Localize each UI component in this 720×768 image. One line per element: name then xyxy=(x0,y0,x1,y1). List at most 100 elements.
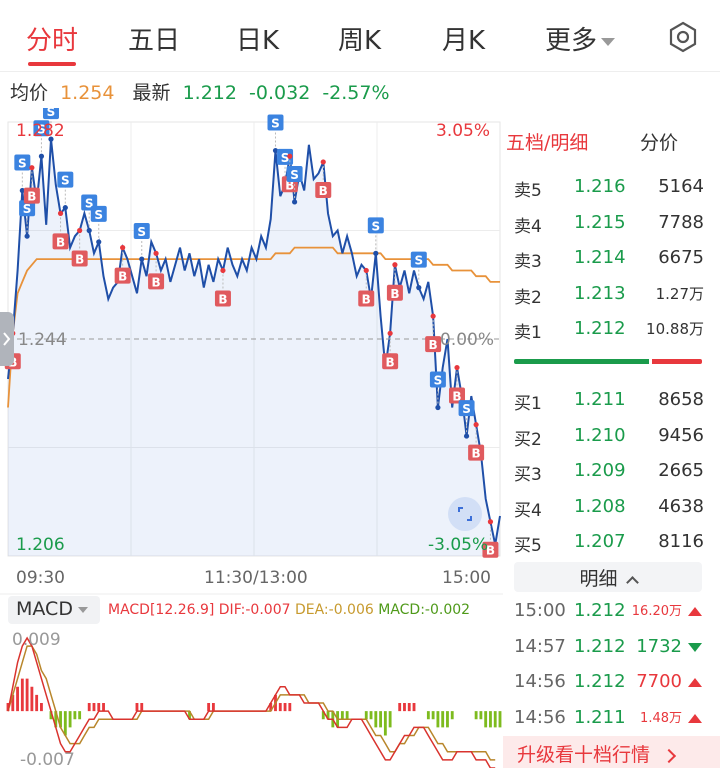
detail-toggle[interactable]: 明细 xyxy=(514,562,702,592)
buy-point xyxy=(220,267,226,274)
macd-hist-bar xyxy=(436,711,440,728)
sell-marker-label: S xyxy=(47,108,56,119)
buy-marker xyxy=(382,353,399,370)
sell-marker xyxy=(90,205,107,222)
y-mid-label: 1.244 xyxy=(18,330,67,350)
buy-marker-label: B xyxy=(285,178,294,192)
bid-level-label: 买5 xyxy=(514,536,542,556)
buy-marker xyxy=(71,250,88,267)
buy-marker-label: B xyxy=(218,292,227,306)
buy-marker xyxy=(114,267,131,284)
sell-marker xyxy=(133,223,150,240)
macd-hist-bar xyxy=(403,703,406,712)
macd-hist-bar xyxy=(345,711,349,720)
fullscreen-button[interactable] xyxy=(448,497,482,531)
buy-marker-label: B xyxy=(486,544,495,558)
buy-marker xyxy=(148,273,165,290)
macd-hist-bar xyxy=(16,686,19,712)
sell-marker-label: S xyxy=(414,254,423,268)
macd-hist-bar xyxy=(211,703,215,712)
chevron-right-icon xyxy=(661,748,677,764)
tab-intraday[interactable]: 分时 xyxy=(26,26,79,56)
pct-min-label: -3.05% xyxy=(428,535,489,555)
upgrade-label: 升级看十档行情 xyxy=(517,744,651,766)
macd-dea: DEA:-0.006 xyxy=(294,602,374,618)
collapse-handle[interactable] xyxy=(0,312,14,366)
buy-marker-label: B xyxy=(56,235,65,249)
tick-row: 14:56 1.212 7700 xyxy=(514,665,704,699)
sell-marker-label: S xyxy=(137,225,146,239)
tab-more-label: 更多 xyxy=(545,26,598,56)
buy-point xyxy=(153,250,159,256)
macd-hist-bar xyxy=(489,711,492,728)
buy-marker-label: B xyxy=(390,287,399,301)
bid-price: 1.210 xyxy=(574,424,626,446)
sell-marker xyxy=(33,120,50,137)
tab-five-day[interactable]: 五日 xyxy=(128,26,181,56)
indicator-select[interactable]: MACD xyxy=(8,596,100,624)
avg-label: 均价 xyxy=(10,82,49,104)
tick-volume: 7700 xyxy=(636,671,682,692)
macd-hist-bar xyxy=(412,703,416,712)
x-tick-close: 15:00 xyxy=(442,568,491,588)
buy-marker-label: B xyxy=(118,270,127,284)
tick-row: 15:00 1.212 16.20万 xyxy=(514,594,704,628)
y-min-label: 1.206 xyxy=(16,535,65,555)
bid-price: 1.207 xyxy=(574,531,626,552)
buy-point xyxy=(320,159,326,165)
ask-level-label: 卖1 xyxy=(514,323,542,343)
buy-point xyxy=(387,330,393,336)
intraday-chart[interactable]: BSSBSSBSBSSBSBBSSBSBBSBBSBSBSBB xyxy=(0,108,503,768)
x-tick-open: 09:30 xyxy=(16,568,65,588)
ask-level: 卖4 1.215 7788 xyxy=(514,206,704,240)
sell-marker xyxy=(42,108,59,120)
sell-marker-label: S xyxy=(434,374,443,388)
macd-hist-bar xyxy=(398,703,402,712)
pct-mid-label: 0.00% xyxy=(440,330,495,350)
buy-point xyxy=(29,165,35,171)
sell-point xyxy=(272,147,279,154)
buy-point xyxy=(430,313,436,319)
buy-point xyxy=(454,364,460,371)
sell-point xyxy=(435,404,441,411)
tick-time: 14:57 xyxy=(514,635,566,657)
macd-hist-bar xyxy=(20,678,24,712)
dif-line xyxy=(7,636,496,768)
tab-monthly-k[interactable]: 月K xyxy=(442,26,486,56)
buy-marker-label: B xyxy=(429,338,438,352)
macd-hist-bar xyxy=(278,703,282,712)
tab-weekly-k[interactable]: 周K xyxy=(338,26,382,56)
macd-hist-bar xyxy=(288,703,292,712)
buy-point xyxy=(77,227,83,234)
macd-hist-bar xyxy=(54,711,58,728)
order-book-tab[interactable]: 五档/明细 xyxy=(506,132,589,154)
sell-marker-label: S xyxy=(23,202,32,216)
sell-marker-label: S xyxy=(462,402,471,416)
macd-hist-bar xyxy=(479,711,483,720)
detail-label: 明细 xyxy=(579,568,618,590)
ask-price: 1.212 xyxy=(574,318,626,339)
macd-hist-bar xyxy=(63,711,67,736)
buy-marker-label: B xyxy=(452,390,461,404)
tab-daily-k[interactable]: 日K xyxy=(236,26,280,56)
latest-label: 最新 xyxy=(132,82,171,104)
tab-more[interactable]: 更多 xyxy=(545,20,616,57)
price-distribution-tab[interactable]: 分价 xyxy=(640,132,679,154)
sell-point xyxy=(24,233,30,239)
sell-point xyxy=(86,227,92,234)
macd-hist-bar xyxy=(87,703,91,712)
bid-volume: 2665 xyxy=(658,460,704,481)
macd-hist-bar xyxy=(374,711,378,728)
macd-hist-bar xyxy=(35,694,39,712)
buy-point xyxy=(363,267,369,274)
sell-marker-label: S xyxy=(85,197,94,211)
ask-level: 卖1 1.212 10.88万 xyxy=(514,312,704,346)
macd-hist-bar xyxy=(340,711,344,720)
upgrade-level2-button[interactable]: 升级看十档行情 xyxy=(503,736,720,768)
pct-max-label: 3.05% xyxy=(436,121,491,141)
ask-price: 1.216 xyxy=(574,176,626,197)
period-tabs: 分时 五日 日K 周K 月K 更多 xyxy=(0,0,720,72)
tick-time: 14:56 xyxy=(514,671,566,692)
bid-volume: 9456 xyxy=(658,424,704,446)
settings-icon[interactable] xyxy=(666,20,700,54)
